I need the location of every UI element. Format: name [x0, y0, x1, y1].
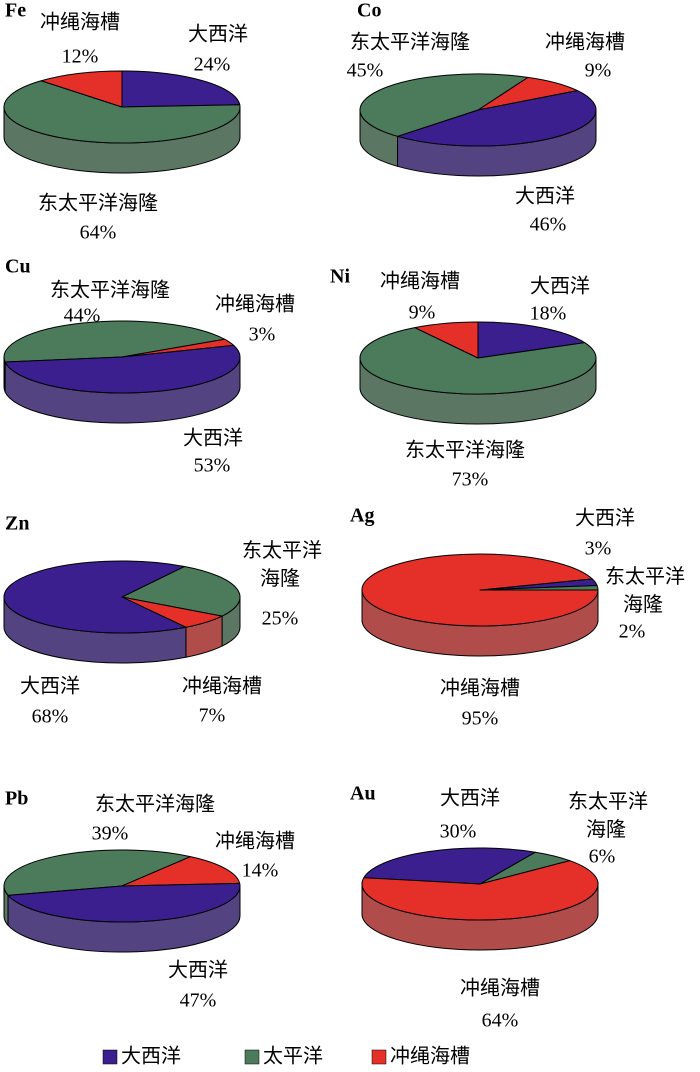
- pie-tops: [3, 70, 241, 144]
- slice-value-label: 12%: [62, 46, 99, 68]
- slice-label: 大西洋: [530, 275, 590, 298]
- slice-value-label: 53%: [194, 455, 231, 477]
- pie: [3, 560, 241, 664]
- slice-value-label: 39%: [92, 823, 129, 845]
- slice-value-label: 3%: [249, 324, 276, 346]
- pie-slice: [3, 320, 226, 363]
- slice-label: 东太平洋海隆: [350, 31, 470, 54]
- slice-label: 冲绳海槽: [40, 11, 120, 34]
- slice-value-label: 3%: [585, 538, 612, 560]
- slice-value-label: 30%: [440, 821, 477, 843]
- pie-title: Fe: [5, 0, 26, 22]
- pie: [361, 553, 599, 657]
- slice-value-label: 14%: [242, 860, 279, 882]
- pie-slice: [359, 327, 597, 395]
- legend-swatch: [102, 1049, 118, 1065]
- pie-title: Cu: [5, 256, 31, 278]
- legend-label: 冲绳海槽: [390, 1045, 470, 1068]
- slice-label: 大西洋: [440, 787, 500, 810]
- legend-swatch: [371, 1049, 387, 1065]
- pie-tops: [3, 849, 241, 923]
- legend-label: 太平洋: [263, 1045, 323, 1068]
- pie-title: Zn: [5, 513, 29, 535]
- slice-label: 大西洋: [575, 507, 635, 530]
- slice-label: 大西洋: [20, 675, 80, 698]
- slice-value-label: 18%: [530, 303, 567, 325]
- pie-slice: [414, 321, 479, 359]
- pie-slice: [3, 80, 241, 144]
- pie-tops: [359, 321, 597, 395]
- pie-tops: [359, 73, 597, 147]
- pie-slice: [361, 860, 599, 921]
- slice-label: 冲绳海槽: [460, 977, 540, 1000]
- slice-value-label: 9%: [585, 60, 612, 82]
- pie-slice: [3, 560, 187, 634]
- slice-label: 东太平洋海隆: [605, 565, 685, 616]
- slice-value-label: 46%: [530, 214, 567, 236]
- slice-value-label: 95%: [462, 708, 499, 730]
- pie-slice: [4, 344, 241, 394]
- pie-slice: [397, 90, 597, 147]
- slice-label: 东太平洋海隆: [405, 439, 525, 462]
- slice-value-label: 7%: [199, 705, 226, 727]
- slice-label: 冲绳海槽: [380, 270, 460, 293]
- pie-tops: [361, 847, 599, 921]
- slice-label: 冲绳海槽: [545, 31, 625, 54]
- slice-value-label: 6%: [589, 846, 616, 868]
- pie-slice: [361, 553, 599, 627]
- pie-tops: [3, 320, 241, 394]
- pie-title: Pb: [5, 788, 28, 810]
- pie-slice: [3, 849, 191, 896]
- slice-label: 东太平洋海隆: [38, 192, 158, 215]
- legend-swatch: [244, 1049, 260, 1065]
- slice-label: 东太平洋海隆: [568, 790, 648, 841]
- slice-value-label: 47%: [180, 990, 217, 1012]
- pie-slice: [363, 847, 536, 885]
- slice-value-label: 9%: [409, 302, 436, 324]
- pie-tops: [361, 553, 599, 627]
- pie-slice: [477, 321, 586, 359]
- pie-title: Au: [350, 783, 376, 805]
- slice-label: 冲绳海槽: [215, 293, 295, 316]
- slice-label: 东太平洋海隆: [242, 539, 322, 590]
- slice-label: 东太平洋海隆: [50, 279, 170, 302]
- pie-slice: [7, 882, 241, 923]
- slice-label: 冲绳海槽: [215, 830, 295, 853]
- pie-title: Ni: [330, 266, 350, 288]
- pie-slice: [121, 565, 241, 617]
- pie-title: Co: [357, 0, 381, 22]
- slice-value-label: 45%: [347, 60, 384, 82]
- legend-label: 大西洋: [121, 1045, 181, 1068]
- pie-title: Ag: [350, 505, 374, 527]
- slice-label: 大西洋: [168, 959, 228, 982]
- pie: [361, 847, 599, 951]
- pie-slice: [121, 70, 241, 108]
- pie: [3, 320, 241, 424]
- slice-label: 冲绳海槽: [440, 677, 520, 700]
- pie-tops: [3, 560, 241, 634]
- slice-value-label: 25%: [262, 608, 299, 630]
- slice-value-label: 24%: [194, 54, 231, 76]
- slice-value-label: 2%: [619, 621, 646, 643]
- slice-value-label: 68%: [32, 706, 69, 728]
- slice-value-label: 73%: [452, 469, 489, 491]
- slice-label: 大西洋: [183, 427, 243, 450]
- pie: [359, 321, 597, 425]
- pie: [359, 73, 597, 177]
- slice-label: 大西洋: [515, 185, 575, 208]
- pie: [3, 70, 241, 174]
- slice-label: 东太平洋海隆: [95, 793, 215, 816]
- slice-value-label: 64%: [80, 222, 117, 244]
- pie: [3, 849, 241, 953]
- pie-slice: [121, 856, 241, 887]
- slice-label: 冲绳海槽: [182, 675, 262, 698]
- slice-label: 大西洋: [188, 23, 248, 46]
- pie-slice: [40, 70, 123, 108]
- pie-slice: [359, 73, 529, 137]
- slice-value-label: 64%: [482, 1010, 519, 1032]
- slice-value-label: 44%: [64, 305, 101, 327]
